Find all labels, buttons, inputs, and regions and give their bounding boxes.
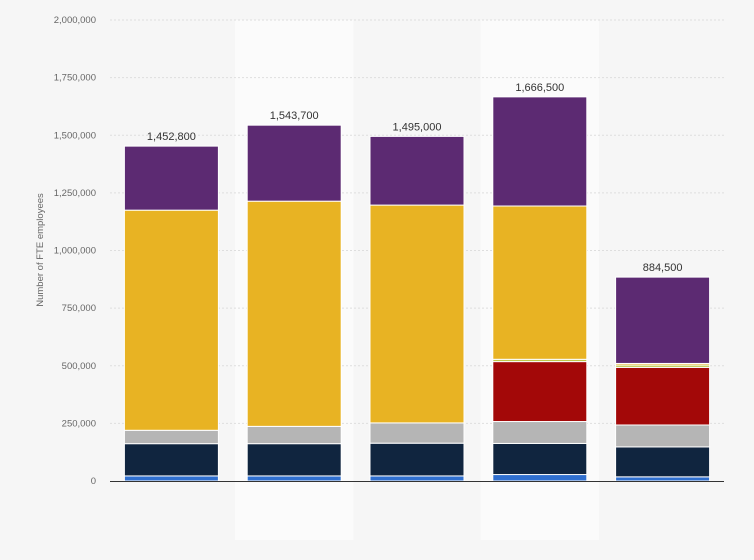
y-axis-ticks: 0 250,000 500,000 750,000 1,000,000 1,250,000… — [54, 15, 96, 487]
bar-segment[interactable] — [492, 205, 588, 360]
y-tick-label: 1,750,000 — [54, 73, 96, 84]
y-tick-label: 750,000 — [62, 303, 96, 314]
bar-segment[interactable] — [615, 366, 711, 426]
y-tick-label: 250,000 — [62, 418, 96, 429]
bar-segment[interactable] — [492, 474, 588, 482]
bar-segment[interactable] — [246, 425, 342, 445]
bar-segment[interactable] — [246, 124, 342, 202]
bar-total-label: 1,543,700 — [270, 110, 319, 122]
total-labels: 1,452,800 1,543,700 1,495,000 1,666,500 884,… — [147, 82, 683, 274]
bar-total-label: 1,495,000 — [393, 121, 442, 133]
bar-segment[interactable] — [369, 475, 465, 482]
bar-segment[interactable] — [492, 96, 588, 207]
y-tick-label: 1,500,000 — [54, 130, 96, 141]
bar-segment[interactable] — [123, 443, 219, 477]
bar-segment[interactable] — [615, 424, 711, 448]
y-tick-label: 0 — [91, 476, 96, 487]
y-tick-label: 2,000,000 — [54, 15, 96, 26]
bar-segment[interactable] — [369, 422, 465, 444]
bar-segment[interactable] — [369, 442, 465, 477]
bar-segment[interactable] — [369, 135, 465, 206]
bars — [123, 96, 711, 482]
bar-segment[interactable] — [615, 476, 711, 482]
bar-segment[interactable] — [369, 204, 465, 424]
y-tick-label: 1,000,000 — [54, 246, 96, 257]
bar-segment[interactable] — [123, 429, 219, 445]
bar-segment[interactable] — [492, 361, 588, 423]
bar-segment[interactable] — [615, 446, 711, 478]
bar-segment[interactable] — [246, 443, 342, 477]
bar-segment[interactable] — [123, 209, 219, 431]
bar-total-label: 1,666,500 — [515, 82, 564, 94]
bar-segment[interactable] — [246, 200, 342, 427]
y-axis-label: Number of FTE employees — [35, 193, 46, 307]
bar-segment[interactable] — [492, 442, 588, 476]
bar-total-label: 884,500 — [643, 262, 683, 274]
y-tick-label: 1,250,000 — [54, 188, 96, 199]
bar-segment[interactable] — [492, 421, 588, 444]
bar-segment[interactable] — [123, 145, 219, 211]
bar-total-label: 1,452,800 — [147, 131, 196, 143]
bar-segment[interactable] — [615, 276, 711, 364]
bar-segment[interactable] — [123, 475, 219, 482]
y-tick-label: 500,000 — [62, 361, 96, 372]
bar-segment[interactable] — [246, 475, 342, 482]
